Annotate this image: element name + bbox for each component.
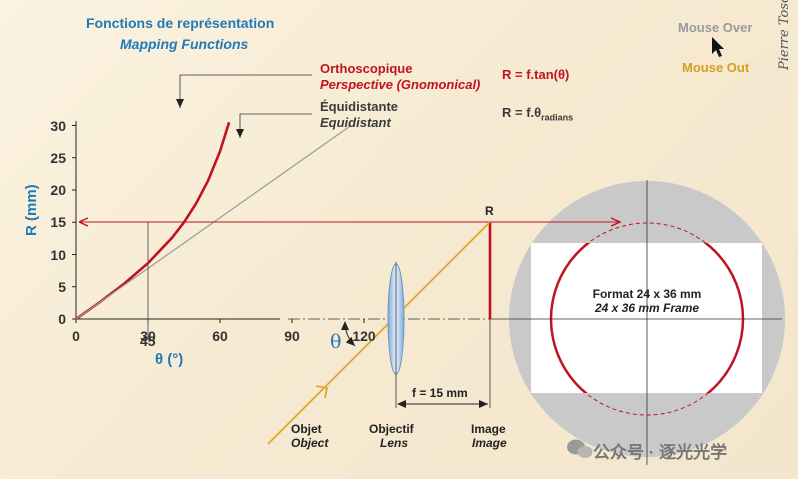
image-label-en: Image (472, 436, 507, 450)
focal-length-label: f = 15 mm (412, 386, 468, 400)
x-tick-label: 60 (212, 328, 228, 344)
x-tick-label: 30 (140, 328, 156, 344)
ray-arrow-icon (315, 385, 328, 399)
lens-label-fr: Objectif (369, 422, 414, 436)
watermark-text: 公众号 · 逐光光学 (593, 443, 728, 462)
y-tick-label: 20 (50, 182, 66, 198)
theta-arc (341, 321, 356, 347)
equi-formula-main: R = f.θ (502, 105, 542, 120)
equi-formula: R = f.θradians (502, 106, 573, 123)
equi-formula-sub: radians (541, 112, 574, 123)
ortho-formula: R = f.tan(θ) (502, 67, 570, 82)
x-tick-label: 90 (284, 328, 300, 344)
y-axis-label: R (mm) (23, 184, 40, 236)
mouse-over-button[interactable]: Mouse Over (678, 20, 753, 35)
incoming-ray (267, 221, 491, 445)
y-tick-label: 25 (50, 149, 66, 166)
y-tick-label: 15 (50, 214, 66, 231)
y-tick-label: 0 (58, 311, 66, 327)
film-frame (531, 243, 762, 393)
object-label-en: Object (291, 436, 329, 450)
series-ortho-line (75, 121, 231, 321)
frame-label-en: 24 x 36 mm Frame (594, 301, 700, 315)
equi-leader (236, 113, 312, 138)
y-tick-label: 10 (50, 246, 66, 263)
x-axis-label: θ (°) (155, 351, 184, 368)
object-label-fr: Objet (291, 422, 322, 436)
ortho-label-fr: Orthoscopique (320, 61, 413, 76)
mouse-out-button[interactable]: Mouse Out (682, 60, 750, 75)
x-tick-label: 120 (352, 328, 376, 344)
equi-label-fr: Équidistante (320, 99, 399, 114)
wechat-icon (567, 439, 593, 458)
theta-label: θ (330, 331, 342, 353)
x-tick-label: 0 (72, 328, 80, 344)
ortho-label-en: Perspective (Gnomonical) (320, 77, 481, 92)
ortho-leader (176, 74, 312, 108)
r-marker-label: R (485, 204, 494, 218)
equi-label-en: Equidistant (320, 115, 391, 130)
mouse-cursor-icon (712, 37, 724, 57)
y-tick-label: 30 (50, 117, 66, 134)
signature: Pierre Toscani (777, 0, 792, 70)
image-label-fr: Image (471, 422, 506, 436)
frame-label-fr: Format 24 x 36 mm (592, 287, 702, 301)
title-fr: Fonctions de représentation (86, 15, 275, 31)
x-marker-45: 45 (140, 333, 156, 349)
title-en: Mapping Functions (120, 36, 249, 52)
lens-label-en: Lens (380, 436, 409, 450)
y-tick-label: 5 (58, 278, 66, 295)
